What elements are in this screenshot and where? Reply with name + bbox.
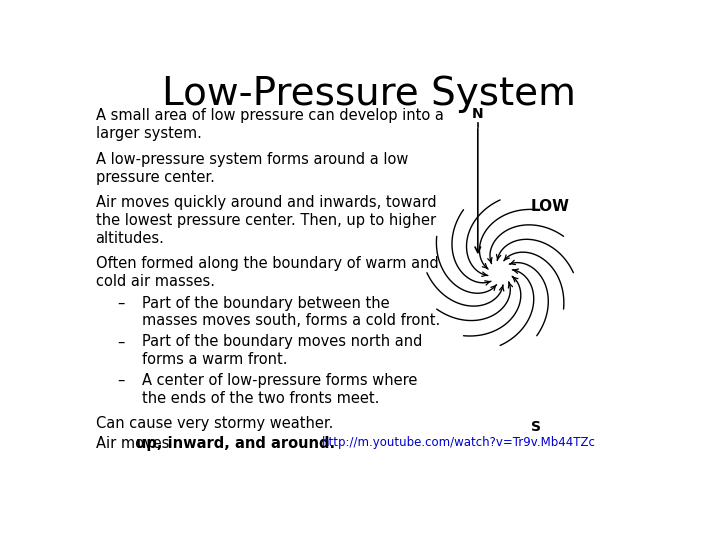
Text: pressure center.: pressure center. (96, 170, 215, 185)
Text: N: N (472, 107, 484, 121)
Text: up, inward, and around.: up, inward, and around. (136, 436, 336, 451)
Text: –: – (117, 373, 124, 388)
Text: Air moves: Air moves (96, 436, 174, 451)
Text: S: S (531, 420, 541, 434)
Text: Part of the boundary moves north and: Part of the boundary moves north and (142, 334, 422, 349)
Text: forms a warm front.: forms a warm front. (142, 352, 287, 367)
Text: masses moves south, forms a cold front.: masses moves south, forms a cold front. (142, 313, 440, 328)
Text: –: – (117, 334, 124, 349)
Text: –: – (117, 295, 124, 310)
Text: Can cause very stormy weather.: Can cause very stormy weather. (96, 416, 333, 430)
Text: altitudes.: altitudes. (96, 231, 164, 246)
Text: Often formed along the boundary of warm and: Often formed along the boundary of warm … (96, 256, 438, 271)
Text: Part of the boundary between the: Part of the boundary between the (142, 295, 390, 310)
Text: larger system.: larger system. (96, 126, 202, 141)
Text: A small area of low pressure can develop into a: A small area of low pressure can develop… (96, 109, 444, 124)
Text: the lowest pressure center. Then, up to higher: the lowest pressure center. Then, up to … (96, 213, 436, 228)
Text: Air moves quickly around and inwards, toward: Air moves quickly around and inwards, to… (96, 195, 436, 210)
Text: the ends of the two fronts meet.: the ends of the two fronts meet. (142, 391, 379, 406)
Text: LOW: LOW (531, 199, 570, 214)
Text: Low-Pressure System: Low-Pressure System (162, 75, 576, 113)
Text: cold air masses.: cold air masses. (96, 274, 215, 289)
Text: http://m.youtube.com/watch?v=Tr9v.Mb44TZc: http://m.youtube.com/watch?v=Tr9v.Mb44TZ… (322, 436, 595, 449)
Text: A center of low-pressure forms where: A center of low-pressure forms where (142, 373, 418, 388)
Text: A low-pressure system forms around a low: A low-pressure system forms around a low (96, 152, 408, 167)
